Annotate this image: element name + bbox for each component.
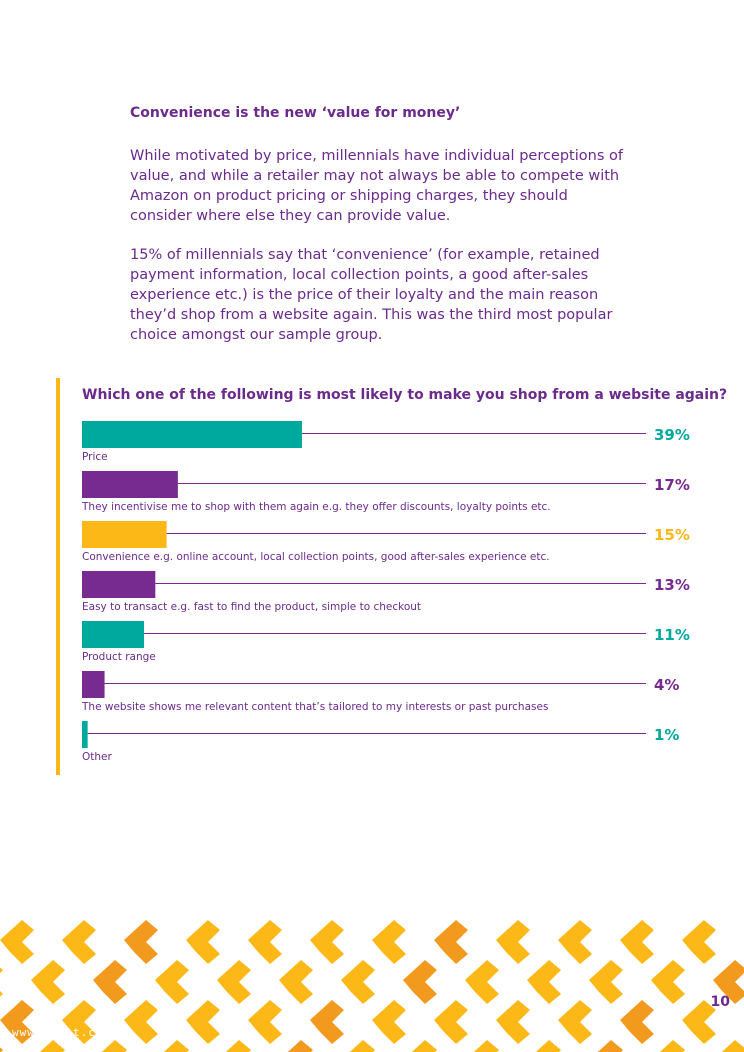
value-label: 15% <box>654 526 690 544</box>
pattern-chevron <box>31 960 65 1004</box>
pattern-chevron <box>651 960 685 1004</box>
pattern-chevron <box>341 960 375 1004</box>
pattern-chevron <box>535 1040 561 1052</box>
value-label: 4% <box>654 676 679 694</box>
chart-title: Which one of the following is most likel… <box>82 387 728 403</box>
pattern-chevron <box>473 1040 499 1052</box>
page-number: 10 <box>710 994 730 1010</box>
category-label: Other <box>82 751 112 763</box>
value-label: 17% <box>654 476 690 494</box>
pattern-chevron <box>248 1000 282 1044</box>
pattern-chevron <box>93 960 127 1004</box>
category-label: Convenience e.g. online account, local c… <box>82 551 550 563</box>
pattern-chevron <box>124 920 158 964</box>
intro-paragraph: While motivated by price, millennials ha… <box>130 148 623 224</box>
decorative-pattern <box>0 920 744 1052</box>
bar <box>82 571 156 598</box>
pattern-chevron <box>155 960 189 1004</box>
pattern-chevron <box>0 967 3 997</box>
pattern-chevron <box>372 1000 406 1044</box>
pattern-chevron <box>465 960 499 1004</box>
pattern-chevron <box>527 960 561 1004</box>
pattern-chevron <box>589 960 623 1004</box>
value-label: 1% <box>654 726 679 744</box>
category-label: The website shows me relevant content th… <box>81 701 548 713</box>
pattern-chevron <box>186 1000 220 1044</box>
pattern-chevron <box>721 1040 744 1052</box>
pattern-chevron <box>217 960 251 1004</box>
pattern-chevron <box>496 920 530 964</box>
pattern-chevron <box>62 920 96 964</box>
pattern-chevron <box>349 1040 375 1052</box>
bar <box>82 671 105 698</box>
pattern-chevron <box>496 1000 530 1044</box>
pattern-chevron <box>0 1047 3 1052</box>
section-heading: Convenience is the new ‘value for money’ <box>130 105 461 121</box>
category-label: They incentivise me to shop with them ag… <box>81 501 551 513</box>
pattern-chevron <box>713 960 744 1004</box>
category-label: Easy to transact e.g. fast to find the p… <box>82 601 421 613</box>
value-label: 13% <box>654 576 690 594</box>
pattern-chevron <box>163 1040 189 1052</box>
pattern-chevron <box>225 1040 251 1052</box>
pattern-chevron <box>411 1040 437 1052</box>
bar <box>82 471 178 498</box>
chart-accent-rule <box>56 378 60 775</box>
value-label: 39% <box>654 426 690 444</box>
category-label: Product range <box>82 651 156 663</box>
pattern-chevron <box>558 920 592 964</box>
pattern-chevron <box>248 920 282 964</box>
bar <box>82 621 145 648</box>
pattern-chevron <box>682 920 716 964</box>
pattern-chevron <box>310 1000 344 1044</box>
convenience-paragraph: 15% of millennials say that ‘convenience… <box>130 247 613 343</box>
pattern-chevron <box>287 1040 313 1052</box>
pattern-chevron <box>403 960 437 1004</box>
pattern-chevron <box>682 1000 716 1044</box>
pattern-chevron <box>659 1040 685 1052</box>
pattern-chevron <box>597 1040 623 1052</box>
pattern-chevron <box>434 920 468 964</box>
pattern-chevron <box>558 1000 592 1044</box>
pattern-chevron <box>39 1040 65 1052</box>
bar <box>82 421 302 448</box>
category-label: Price <box>82 451 108 463</box>
pattern-chevron <box>434 1000 468 1044</box>
watermark: www.useit.com.cn <box>12 1026 134 1039</box>
pattern-chevron <box>124 1000 158 1044</box>
pattern-chevron <box>310 920 344 964</box>
pattern-chevron <box>620 920 654 964</box>
pattern-chevron <box>0 920 34 964</box>
pattern-chevron <box>372 920 406 964</box>
pattern-chevron <box>186 920 220 964</box>
pattern-chevron <box>620 1000 654 1044</box>
pattern-chevron <box>0 1000 34 1044</box>
bar <box>82 721 88 748</box>
bar <box>82 521 167 548</box>
value-label: 11% <box>654 626 690 644</box>
pattern-chevron <box>279 960 313 1004</box>
pattern-chevron <box>62 1000 96 1044</box>
pattern-chevron <box>101 1040 127 1052</box>
